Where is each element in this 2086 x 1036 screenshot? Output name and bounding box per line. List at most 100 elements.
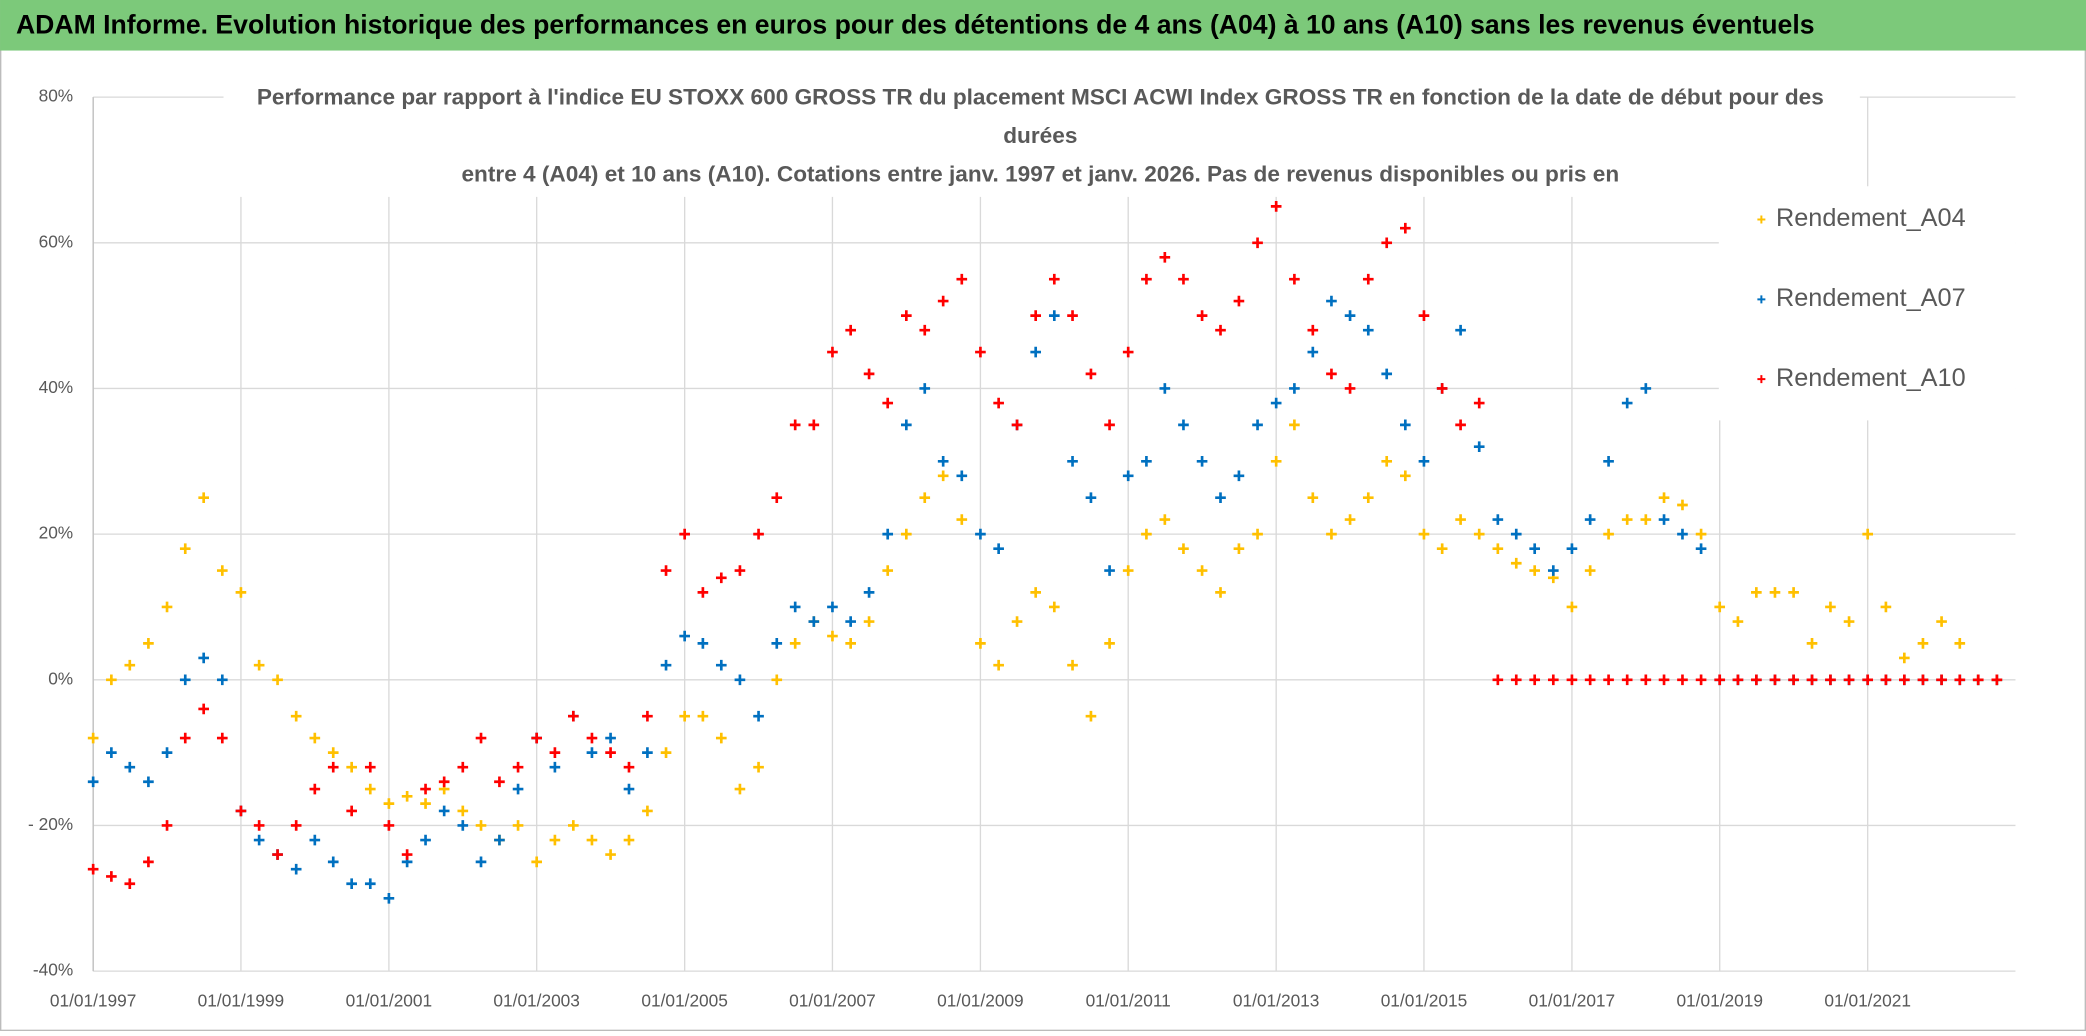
point — [993, 543, 1004, 555]
point — [143, 856, 154, 868]
point — [327, 856, 339, 868]
point — [993, 397, 1004, 409]
point — [715, 572, 727, 584]
point — [124, 761, 136, 773]
point — [1677, 674, 1688, 686]
point — [734, 674, 746, 686]
point — [1455, 419, 1466, 431]
marks — [87, 201, 2003, 904]
point — [1400, 222, 1411, 234]
point — [1104, 565, 1115, 576]
point — [309, 732, 321, 744]
point — [272, 849, 283, 860]
point — [771, 674, 783, 686]
point — [253, 659, 265, 671]
point — [1252, 528, 1263, 540]
y-tick-label: 0% — [48, 668, 73, 688]
point — [1030, 310, 1042, 321]
point — [586, 747, 598, 758]
y-tick-label: -40% — [33, 960, 73, 980]
point — [1621, 397, 1633, 409]
point — [845, 324, 856, 336]
point — [1825, 601, 1836, 613]
point — [1067, 659, 1078, 671]
point — [1436, 543, 1448, 555]
point — [642, 710, 653, 722]
point — [1695, 528, 1707, 540]
point — [1640, 514, 1652, 525]
point — [827, 601, 838, 613]
point — [1196, 455, 1208, 467]
y-tick-label: 60% — [39, 231, 74, 251]
point — [1381, 455, 1393, 467]
point — [901, 528, 912, 540]
point — [1307, 492, 1319, 504]
legend-marker — [1757, 215, 1766, 224]
point — [1455, 514, 1466, 525]
point — [161, 820, 173, 831]
point — [882, 565, 894, 576]
point — [1362, 492, 1374, 504]
point — [1104, 638, 1115, 649]
point — [1141, 528, 1152, 540]
point — [1122, 346, 1134, 358]
point — [1880, 674, 1892, 686]
legend-marker — [1757, 295, 1766, 304]
point — [1677, 528, 1688, 540]
point — [457, 805, 469, 817]
point — [919, 383, 931, 394]
point — [1048, 310, 1060, 321]
point — [845, 616, 856, 627]
point — [512, 783, 524, 795]
y-tick-label: - 20% — [28, 814, 73, 834]
point — [1529, 565, 1541, 576]
point — [1621, 514, 1633, 525]
point — [1714, 601, 1726, 613]
point — [975, 346, 986, 358]
point — [919, 324, 931, 336]
legend-label: Rendement_A07 — [1776, 284, 1966, 312]
x-tick-label: 01/01/2001 — [346, 990, 433, 1010]
point — [1603, 674, 1614, 686]
point — [1233, 295, 1245, 307]
point — [457, 820, 469, 831]
point — [494, 776, 505, 788]
legend-marker — [1757, 375, 1766, 384]
point — [1122, 470, 1134, 482]
x-tick-label: 01/01/2005 — [641, 990, 728, 1010]
point — [87, 732, 99, 744]
point — [1233, 543, 1245, 555]
point — [327, 761, 339, 773]
point — [1270, 455, 1282, 467]
point — [531, 856, 543, 868]
point — [161, 601, 173, 613]
point — [715, 732, 727, 744]
point — [235, 805, 247, 817]
point — [679, 630, 690, 642]
point — [272, 674, 283, 686]
point — [605, 732, 616, 744]
point — [1104, 419, 1115, 431]
point — [1510, 557, 1522, 569]
point — [106, 747, 117, 758]
point — [179, 674, 191, 686]
point — [697, 587, 709, 598]
point — [919, 492, 931, 504]
point — [1695, 674, 1707, 686]
point — [1030, 587, 1042, 598]
point — [975, 638, 986, 649]
point — [1362, 324, 1374, 336]
subtitle: Performance par rapport à l'indice EU ST… — [257, 84, 1824, 109]
point — [401, 849, 413, 860]
point — [1381, 368, 1393, 380]
point — [1067, 310, 1078, 321]
point — [1954, 674, 1966, 686]
x-tick-label: 01/01/2019 — [1676, 990, 1763, 1010]
point — [253, 834, 265, 846]
point — [753, 761, 764, 773]
point — [1011, 419, 1023, 431]
x-tick-label: 01/01/2017 — [1529, 990, 1616, 1010]
point — [512, 761, 524, 773]
point — [457, 761, 469, 773]
